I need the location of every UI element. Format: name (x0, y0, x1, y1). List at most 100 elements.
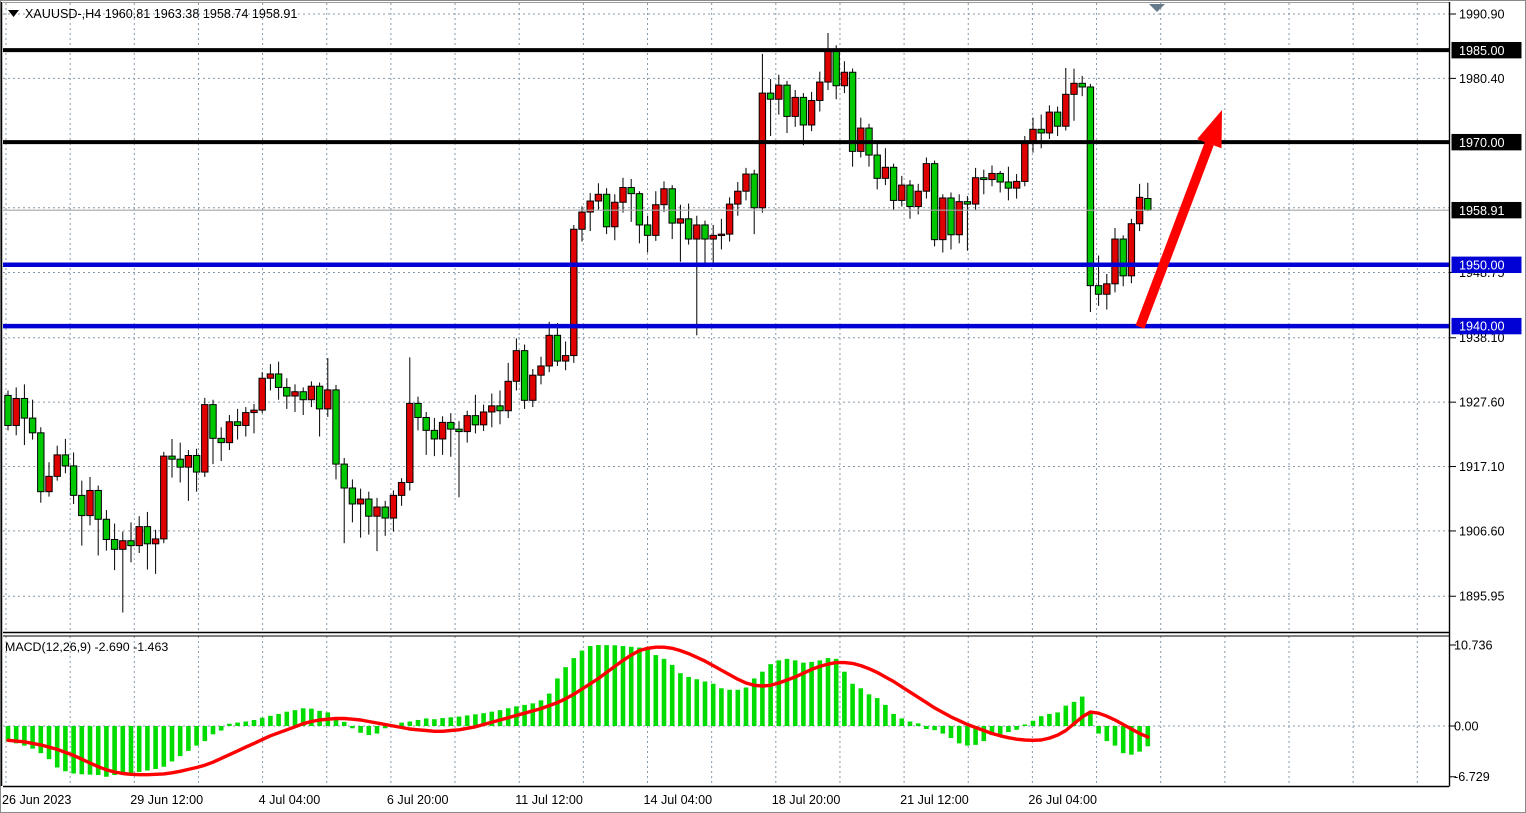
candle-bear (1094, 285, 1103, 295)
macd-bar (136, 726, 142, 773)
horizontal-level-lines[interactable] (3, 48, 1449, 329)
macd-bar (186, 726, 191, 751)
candle-bear (873, 154, 881, 179)
candle-bull (291, 391, 299, 397)
macd-bar (292, 710, 298, 726)
macd-bar (1079, 696, 1085, 726)
price-axis[interactable]: 1990.901980.401948.751938.101927.601917.… (1450, 7, 1522, 784)
time-label: 4 Jul 04:00 (259, 793, 321, 807)
macd-bar (177, 726, 183, 757)
symbol-ohlc-title: XAUUSD-,H4 1960.81 1963.38 1958.74 1958.… (25, 7, 297, 21)
time-axis[interactable]: 26 Jun 2023 29 Jun 12:00 4 Jul 04:00 6 Jul … (2, 793, 1097, 807)
candle-bear (94, 489, 102, 520)
candle-bear (4, 394, 12, 426)
candle-bull (438, 421, 447, 440)
candle-bull (1029, 128, 1037, 142)
price-badge-1958.91 (1451, 201, 1522, 219)
price-badge-label: 1958.91 (1459, 204, 1505, 218)
candle-bear (1144, 198, 1152, 211)
macd-bar (1112, 726, 1118, 746)
candle-bear (192, 455, 201, 473)
macd-bar (850, 683, 855, 726)
macd-bar (128, 726, 134, 774)
macd-bar (489, 711, 495, 726)
macd-bar (661, 658, 667, 726)
macd-bar (817, 660, 823, 726)
macd-indicator (5, 645, 1151, 777)
candle-bull (824, 49, 832, 83)
candle-bear (217, 437, 225, 444)
candle-bull (479, 411, 488, 426)
macd-bar (1096, 726, 1101, 734)
macd-bar (842, 671, 847, 726)
symbol-dropdown-icon[interactable] (8, 10, 19, 17)
macd-bar (71, 726, 76, 774)
macd-bar (161, 726, 167, 767)
trend-arrow-shaft[interactable] (1135, 142, 1214, 329)
macd-bar (751, 678, 757, 726)
candle-bear (643, 224, 652, 236)
candle-bull (955, 201, 963, 236)
macd-bar (973, 726, 978, 745)
candle-bull (725, 203, 734, 235)
candle-bull (225, 421, 234, 444)
candle-bull (914, 190, 922, 208)
macd-bar (341, 721, 347, 726)
candle-bull (676, 218, 685, 224)
macd-bar (809, 661, 814, 726)
candle-bear (455, 428, 463, 433)
candle-bull (151, 538, 160, 545)
macd-bar (760, 671, 765, 726)
macd-bar (235, 722, 240, 726)
candle-bear (496, 405, 504, 412)
macd-bar (1129, 726, 1134, 755)
macd-bar (1030, 720, 1036, 726)
macd-bar (1137, 726, 1142, 752)
candle-bull (53, 454, 61, 477)
candle-bull (1103, 283, 1111, 295)
macd-bar (735, 689, 741, 726)
candle-bull (1111, 238, 1119, 285)
macd-bar (776, 660, 782, 726)
candle-bear (766, 92, 775, 100)
macd-bar (989, 726, 995, 736)
scroll-position-icon[interactable] (1149, 4, 1165, 12)
trend-arrow-head[interactable] (1197, 110, 1222, 149)
candle-bull (373, 506, 381, 517)
macd-bar (710, 683, 716, 726)
candle-bull (406, 402, 414, 483)
macd-bar (1063, 705, 1069, 726)
candle-bull (1070, 82, 1078, 95)
macd-bar (530, 703, 536, 726)
macd-bar (997, 726, 1003, 735)
macd-bar (464, 715, 470, 726)
trend-arrow[interactable] (1135, 110, 1222, 329)
macd-bar (612, 645, 618, 726)
candle-bear (832, 49, 840, 87)
candle-bear (28, 417, 37, 434)
candle-bear (78, 494, 86, 517)
candle-bull (397, 481, 406, 496)
price-tick-label: 1917.10 (1459, 460, 1505, 474)
macd-bar (1071, 701, 1077, 726)
macd-bar (924, 726, 929, 730)
price-badge-1985.00 (1451, 41, 1522, 59)
candle-bull (545, 334, 553, 367)
price-badge-label: 1950.00 (1459, 258, 1505, 272)
candle-bear (381, 506, 389, 519)
macd-bar (399, 722, 404, 726)
macd-bar (407, 721, 413, 726)
candle-bull (1062, 93, 1070, 127)
candle-bear (668, 188, 676, 224)
candle-bull (512, 350, 521, 382)
candle-bull (1021, 140, 1029, 182)
candle-bear (750, 173, 758, 209)
candle-bear (168, 455, 176, 460)
macd-bar (481, 713, 486, 726)
price-badge-label: 1985.00 (1459, 44, 1505, 58)
macd-bar (620, 646, 626, 726)
candle-bull (840, 71, 849, 87)
macd-bar (719, 688, 724, 726)
gridlines (3, 3, 1449, 786)
